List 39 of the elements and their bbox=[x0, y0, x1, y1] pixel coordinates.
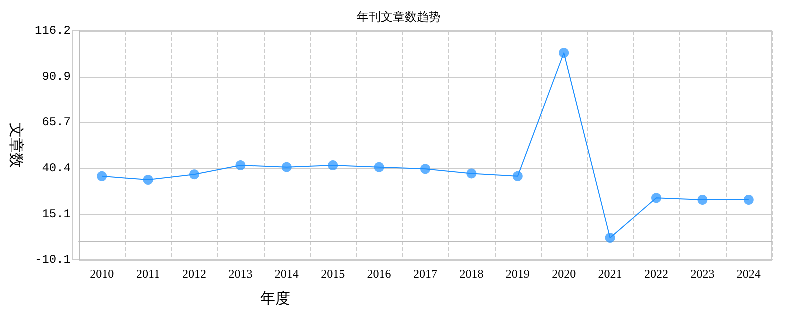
chart-title: 年刊文章数趋势 bbox=[357, 10, 441, 24]
x-tick-label: 2015 bbox=[321, 267, 346, 281]
x-tick-label: 2013 bbox=[228, 267, 253, 281]
x-tick-label: 2014 bbox=[274, 267, 299, 281]
x-tick-label: 2012 bbox=[182, 267, 206, 281]
y-axis-title: 文章数 bbox=[8, 123, 24, 168]
y-tick-label: 15.1 bbox=[42, 207, 71, 222]
x-tick-label: 2020 bbox=[552, 267, 576, 281]
y-tick-label: 40.4 bbox=[42, 161, 71, 176]
x-tick-label: 2022 bbox=[644, 267, 668, 281]
point bbox=[605, 233, 616, 244]
point bbox=[698, 194, 708, 205]
y-tick-label: 116.2 bbox=[34, 24, 71, 38]
point bbox=[190, 170, 200, 180]
x-tick-label: 2023 bbox=[690, 267, 715, 281]
point bbox=[143, 175, 154, 186]
x-tick-label: 2018 bbox=[460, 267, 484, 281]
y-tick-label: 65.7 bbox=[42, 116, 71, 130]
x-tick-label: 2016 bbox=[367, 267, 392, 281]
x-axis-title: 年度 bbox=[260, 290, 290, 308]
x-tick-label: 2010 bbox=[90, 267, 114, 281]
point bbox=[512, 171, 523, 182]
point bbox=[559, 48, 570, 58]
point bbox=[466, 168, 477, 179]
x-tick-label: 2019 bbox=[506, 267, 530, 281]
x-tick-label: 2021 bbox=[598, 267, 622, 281]
x-tick-label: 2011 bbox=[136, 267, 160, 281]
point bbox=[282, 162, 292, 172]
point bbox=[652, 193, 662, 204]
point bbox=[744, 194, 754, 205]
x-tick-label: 2024 bbox=[736, 267, 761, 281]
point bbox=[420, 164, 430, 174]
point bbox=[236, 160, 246, 171]
x-tick-label: 2017 bbox=[414, 267, 438, 281]
point bbox=[97, 171, 108, 182]
y-tick-label: -10.1 bbox=[34, 253, 71, 267]
point bbox=[328, 160, 338, 171]
point bbox=[374, 162, 384, 172]
y-tick-label: 90.9 bbox=[42, 70, 71, 84]
